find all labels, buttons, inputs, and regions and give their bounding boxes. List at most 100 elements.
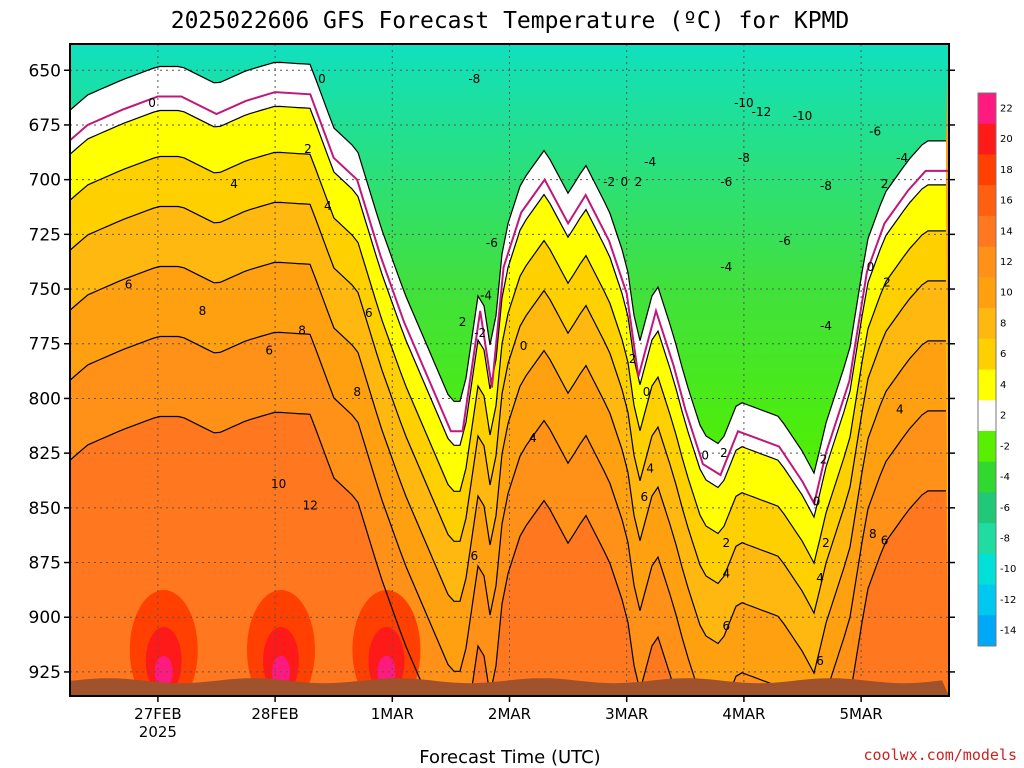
colorbar-swatch (978, 584, 996, 616)
contour-label: -6 (779, 234, 791, 248)
x-tick-label: 5MAR (840, 705, 883, 723)
colorbar-swatch (978, 185, 996, 217)
y-tick-label: 800 (29, 389, 61, 409)
colorbar-label: 20 (1000, 134, 1013, 145)
cold-band (70, 44, 949, 474)
x-tick-sublabel: 2025 (139, 723, 177, 741)
chart-title: 2025022606 GFS Forecast Temperature (ºC)… (171, 8, 850, 34)
y-tick-label: 725 (29, 225, 61, 245)
colorbar-label: -2 (1000, 441, 1010, 452)
contour-label: -8 (820, 179, 832, 193)
contour-label: 0 (701, 448, 709, 462)
x-axis-title: Forecast Time (UTC) (419, 747, 600, 768)
contour-label: -6 (869, 125, 881, 139)
contour-label: -4 (820, 319, 832, 333)
colorbar-swatch (978, 246, 996, 278)
contour-label: -6 (486, 236, 498, 250)
contour-label: 6 (640, 490, 648, 504)
contour-label: -4 (896, 151, 908, 165)
contour-label: -10 (793, 109, 813, 123)
colorbar-label: 18 (1000, 165, 1013, 176)
contour-label: 4 (230, 177, 238, 191)
contour-label: 6 (722, 619, 730, 633)
contour-label: 6 (125, 278, 133, 292)
contour-label: 10 (271, 477, 286, 491)
contour-label: 4 (324, 199, 332, 213)
colorbar-label: -6 (1000, 503, 1010, 514)
contour-label: 8 (199, 304, 207, 318)
contour-label: -6 (720, 175, 732, 189)
colorbar-label: 14 (1000, 226, 1013, 237)
contour-label: 0 (813, 494, 821, 508)
freezing-line (70, 91, 949, 507)
isotherm-3 (70, 201, 946, 615)
y-tick-label: 825 (29, 444, 61, 464)
colorbar-swatch (978, 93, 996, 125)
x-tick-label: 2MAR (488, 705, 531, 723)
contour-label: 2 (629, 352, 637, 366)
colorbar-label: -4 (1000, 472, 1010, 483)
contour-label: -12 (752, 105, 772, 119)
colorbar-label: 4 (1000, 380, 1006, 391)
peak-core-0 (154, 655, 173, 688)
contour-label: 4 (896, 402, 904, 416)
colorbar-swatch (978, 492, 996, 524)
contour-label: -2 (603, 175, 615, 189)
near-freezing-band (70, 62, 946, 518)
contour-label: -2 (474, 326, 486, 340)
colorbar-swatch (978, 461, 996, 493)
colorbar-label: 12 (1000, 257, 1013, 268)
contour-label: 2 (304, 142, 312, 156)
contour-label: 4 (646, 461, 654, 475)
contour-label: 4 (816, 571, 824, 585)
contour-lines (70, 61, 946, 696)
isotherm-6 (70, 411, 946, 696)
contour-label: 0 (318, 72, 326, 86)
contour-label: 2 (881, 177, 889, 191)
x-tick-label: 4MAR (722, 705, 765, 723)
x-tick-label: 1MAR (371, 705, 414, 723)
contour-label: 2 (722, 536, 730, 550)
isotherm-0 (70, 61, 946, 475)
x-tick-label: 28FEB (251, 705, 298, 723)
colorbar-swatch (978, 154, 996, 186)
isotherm-5 (70, 331, 946, 696)
contour-label: 4 (722, 566, 730, 580)
contour-label: 2 (820, 453, 828, 467)
contour-label: -8 (738, 151, 750, 165)
colorbar-swatch (978, 123, 996, 155)
terrain-ground (70, 678, 949, 696)
contour-label: 6 (881, 534, 889, 548)
colorbar-label: -12 (1000, 595, 1016, 606)
y-tick-label: 875 (29, 554, 61, 574)
colorbar-label: -8 (1000, 533, 1010, 544)
contour-label: 4 (529, 431, 537, 445)
colorbar-frame (977, 92, 997, 647)
contour-label: 6 (816, 654, 824, 668)
contour-label: 8 (869, 527, 877, 541)
y-tick-label: 775 (29, 335, 61, 355)
colorbar-label: 16 (1000, 196, 1013, 207)
x-tick-label: 3MAR (605, 705, 648, 723)
colorbar-swatch (978, 369, 996, 401)
y-tick-label: 650 (29, 61, 61, 81)
y-tick-label: 900 (29, 608, 61, 628)
isotherm-2 (70, 151, 946, 565)
y-tick-label: 700 (29, 171, 61, 191)
contour-label: 0 (867, 260, 875, 274)
contour-label: 8 (353, 385, 361, 399)
colorbar-swatch (978, 523, 996, 555)
colorbar-swatch (978, 215, 996, 248)
contour-label: -4 (644, 155, 656, 169)
colorbar-label: 2 (1000, 411, 1006, 422)
colorbar-label: -10 (1000, 564, 1016, 575)
contour-label: 2 (635, 175, 643, 189)
temperature-bands (70, 44, 949, 696)
colorbar-swatch (978, 277, 996, 309)
y-tick-label: 750 (29, 280, 61, 300)
isotherm-4 (70, 261, 946, 675)
